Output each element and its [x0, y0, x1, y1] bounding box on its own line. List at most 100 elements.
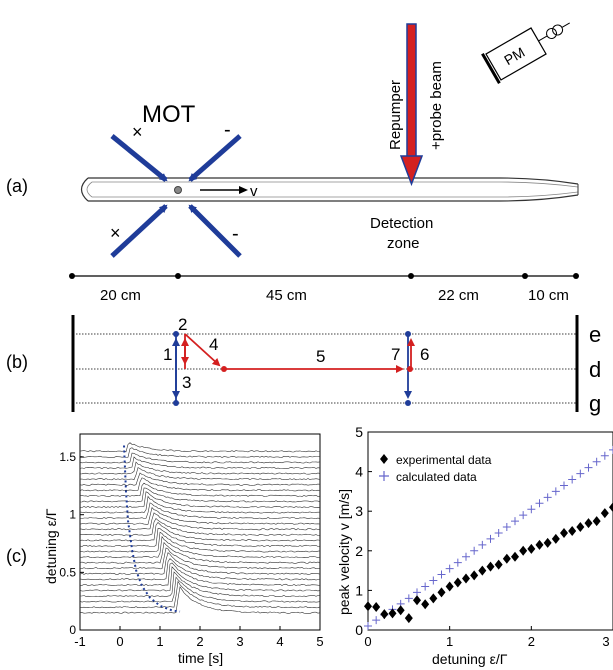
- y-tick-label: 1: [355, 582, 363, 598]
- y-tick-label: 0.5: [59, 565, 76, 579]
- legend-marker-calculated: [379, 471, 389, 481]
- photomultiplier: PM: [481, 22, 570, 84]
- experimental-point: [592, 516, 601, 527]
- mot-beam-arrow: [188, 204, 242, 258]
- experimental-point: [527, 543, 536, 554]
- legend-marker-experimental: [380, 454, 388, 464]
- calculated-point: [494, 528, 503, 537]
- detuning-trace: [79, 482, 321, 497]
- calculated-point: [543, 493, 552, 502]
- detuning-trace: [79, 580, 321, 609]
- detuning-trace: [79, 531, 321, 553]
- panel-a-label: (a): [6, 176, 28, 196]
- x-tick-label: 3: [602, 634, 609, 649]
- detuning-trace: [79, 491, 321, 508]
- polarization-mark: -: [224, 119, 231, 141]
- transition-arrow: [184, 333, 221, 367]
- legend: experimental data calculated data: [379, 453, 492, 484]
- calculated-point: [445, 564, 454, 573]
- x-tick-label: 0: [116, 634, 123, 649]
- y-tick-label: 1: [69, 508, 76, 522]
- mot-beam-arrow: [188, 134, 242, 182]
- experimental-point: [609, 502, 613, 513]
- y-tick-label: 2: [355, 543, 363, 559]
- detuning-trace: [79, 502, 321, 520]
- calculated-point: [535, 499, 544, 508]
- detection-zone-label: Detection: [370, 215, 433, 232]
- distance-label: 22 cm: [438, 287, 479, 304]
- step-label: 4: [209, 335, 218, 354]
- polarization-mark: -: [232, 223, 239, 245]
- mot-beam-arrow: [110, 204, 168, 258]
- experimental-point: [486, 561, 495, 572]
- repumper-beam-head: [399, 155, 424, 187]
- detuning-trace: [79, 576, 321, 603]
- experimental-point: [543, 537, 552, 548]
- experimental-point: [404, 613, 413, 624]
- distance-scale: 20 cm 45 cm 22 cm 10 cm: [69, 273, 579, 304]
- experimental-point: [600, 508, 609, 519]
- x-tick-label: 1: [156, 634, 163, 649]
- calculated-point: [429, 576, 438, 585]
- detuning-trace: [79, 552, 321, 575]
- x-tick-label: 5: [316, 634, 323, 649]
- experimental-point: [494, 559, 503, 570]
- legend-entry: calculated data: [396, 470, 477, 484]
- y-axis-label: detuning ε/Γ: [43, 508, 59, 584]
- detuning-trace: [79, 487, 321, 503]
- calculated-point: [478, 540, 487, 549]
- experimental-point: [396, 605, 405, 616]
- x-tick-label: -1: [74, 634, 86, 649]
- level-label-d: d: [589, 357, 601, 382]
- plot-frame: [79, 433, 321, 631]
- detuning-traces-chart: detuning ε/Γ time [s] -1 0 1 2 3 4 500.511.5: [43, 433, 324, 666]
- detuning-trace: [79, 495, 320, 514]
- detuning-trace: [80, 447, 321, 458]
- x-tick-label: 0: [364, 634, 371, 649]
- calculated-point: [364, 622, 372, 631]
- panel-c-label: (c): [6, 546, 27, 566]
- experimental-point: [478, 565, 487, 576]
- y-tick-label: 4: [355, 464, 363, 480]
- detuning-trace: [79, 506, 321, 525]
- detuning-trace: [79, 541, 321, 564]
- calculated-point: [486, 534, 495, 543]
- detuning-trace: [79, 558, 321, 581]
- mot-label: MOT: [142, 101, 196, 128]
- detuning-trace: [79, 452, 321, 464]
- level-label-e: e: [589, 322, 601, 347]
- detuning-trace: [79, 442, 320, 453]
- experimental-point: [462, 573, 470, 584]
- detuning-trace: [79, 456, 321, 469]
- x-axis-label: detuning ε/Γ: [432, 651, 508, 667]
- experimental-point: [429, 593, 438, 604]
- experimental-point: [388, 608, 397, 619]
- calculated-point: [609, 445, 613, 454]
- distance-label: 45 cm: [266, 287, 307, 304]
- detuning-trace: [80, 571, 321, 598]
- distance-label: 20 cm: [100, 287, 141, 304]
- experimental-point: [445, 581, 454, 592]
- beam-label: Repumper: [387, 80, 404, 150]
- x-tick-label: 1: [446, 634, 453, 649]
- detuning-trace: [79, 512, 321, 531]
- calculated-point: [421, 582, 430, 591]
- plot-frame: [367, 431, 613, 631]
- repumper-beam: [406, 23, 417, 158]
- mot-beam-arrow: [110, 134, 168, 182]
- step-label: 6: [420, 345, 429, 364]
- experimental-point: [421, 599, 430, 610]
- calculated-point: [576, 469, 585, 478]
- detuning-trace: [79, 467, 321, 481]
- calculated-point: [413, 588, 421, 597]
- calculated-point: [404, 594, 413, 603]
- experimental-point: [364, 601, 372, 612]
- calculated-point: [462, 552, 470, 561]
- level-label-g: g: [589, 391, 601, 416]
- distance-label: 10 cm: [528, 287, 569, 304]
- vacuum-tube: [80, 177, 579, 202]
- calculated-point: [453, 558, 462, 567]
- experimental-point: [519, 545, 528, 556]
- y-tick-label: 3: [355, 503, 363, 519]
- detuning-trace: [79, 522, 321, 542]
